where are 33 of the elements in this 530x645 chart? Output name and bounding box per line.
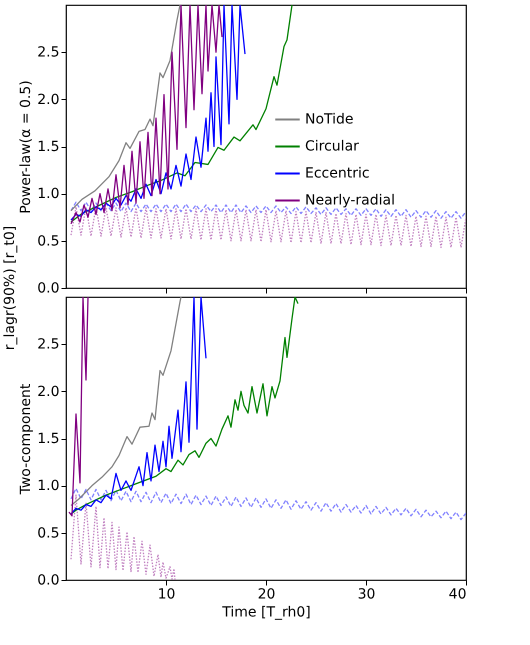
line-series: [70, 297, 182, 506]
y-tick-label: 2.5: [37, 336, 60, 353]
y-tick-label: 1.0: [37, 478, 60, 494]
y-tick-label: 2.0: [37, 384, 60, 400]
y-axis-title: Power-law(α = 0.5): [18, 80, 34, 214]
text: r_lagr(90%) [r_t0]: [2, 226, 18, 350]
x-tick-label: 20: [258, 586, 276, 602]
line-series: [70, 297, 207, 515]
line-series: [70, 488, 466, 520]
x-tick-label: 10: [158, 586, 176, 602]
line-series: [68, 297, 89, 517]
y-tick-label: 0.5: [37, 525, 60, 542]
line-series: [70, 5, 293, 223]
legend-label: Eccentric: [305, 166, 370, 182]
y-tick-label: 0.5: [37, 233, 60, 250]
line-series: [70, 297, 299, 515]
legend-label: NoTide: [305, 112, 354, 128]
y-tick-label: 1.5: [37, 139, 60, 155]
legend-label: Nearly-radial: [305, 192, 395, 208]
y-tick-label: 2.5: [37, 44, 60, 61]
x-tick-label: 30: [358, 586, 376, 602]
y-tick-label: 1.5: [37, 431, 60, 447]
legend-label: Circular: [305, 138, 360, 154]
y-tick-label: 0.0: [37, 280, 60, 296]
line-series: [70, 494, 176, 580]
line-series: [70, 206, 466, 248]
line-series: [70, 5, 181, 212]
x-tick-label: 40: [448, 586, 466, 602]
y-tick-label: 1.0: [37, 186, 60, 202]
x-axis-title: Time [T_rh0]: [221, 604, 311, 620]
y-axis-title: Two-component: [18, 383, 34, 496]
y-tick-label: 0.0: [37, 572, 60, 588]
y-tick-label: 2.0: [37, 92, 60, 108]
